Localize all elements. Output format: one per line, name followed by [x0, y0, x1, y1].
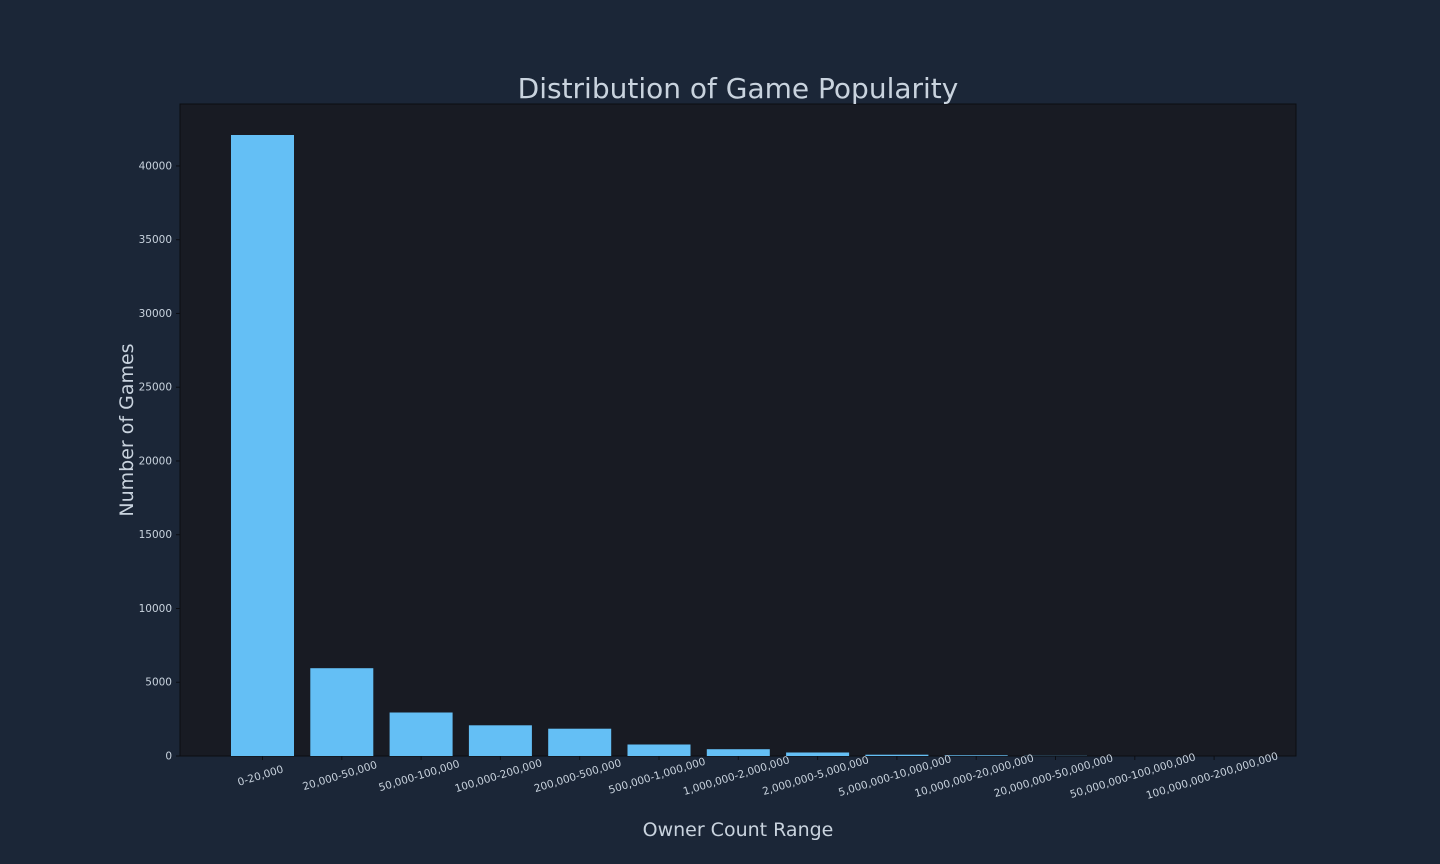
bar-9	[944, 755, 1008, 756]
bar-4	[548, 728, 612, 756]
x-axis-label: Owner Count Range	[643, 819, 834, 841]
y-tick-label: 10000	[139, 603, 172, 615]
y-tick-label: 40000	[139, 161, 172, 173]
bar-2	[389, 712, 453, 756]
bars-group	[231, 135, 1087, 756]
bar-7	[786, 752, 850, 756]
bar-5	[627, 744, 691, 756]
y-axis-label: Number of Games	[116, 343, 138, 516]
x-tick-label: 100,000-200,000	[453, 757, 543, 795]
y-tick-label: 15000	[139, 529, 172, 541]
y-tick-label: 20000	[139, 456, 172, 468]
chart-title: Distribution of Game Popularity	[518, 72, 959, 105]
y-axis: 0 5000 10000 15000 20000 25000 30000 35000 40000	[139, 161, 180, 763]
bar-1	[310, 668, 374, 756]
x-tick-label: 20,000-50,000	[301, 759, 378, 793]
y-tick-label: 5000	[145, 677, 172, 689]
plot-area	[179, 103, 1297, 757]
y-tick-label: 25000	[139, 382, 172, 394]
x-tick-label: 0-20,000	[236, 763, 285, 788]
bar-8	[865, 754, 929, 756]
x-axis: 0-20,000 20,000-50,00050,000-100,000100,0…	[236, 750, 1279, 802]
bar-3	[468, 725, 532, 756]
bar-6	[706, 749, 770, 756]
y-tick-label: 30000	[139, 308, 172, 320]
x-tick-label: 100,000,000-200,000,000	[1145, 750, 1280, 802]
y-tick-label: 0	[165, 751, 172, 763]
bar-0	[231, 135, 294, 756]
x-tick-label: 50,000-100,000	[377, 758, 461, 794]
y-tick-label: 35000	[139, 234, 172, 246]
